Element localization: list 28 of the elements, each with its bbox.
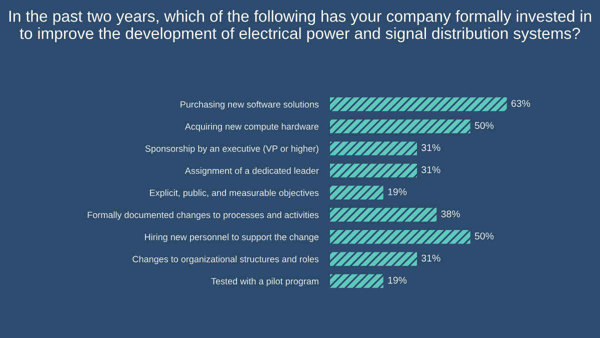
bar — [330, 252, 417, 266]
bar — [330, 186, 384, 200]
y-tick-label: Formally documented changes to processes and activities — [88, 211, 319, 220]
bar — [330, 97, 507, 112]
y-tick-label: Purchasing new software solutions — [180, 100, 319, 110]
y-tick-label: Hiring new personnel to support the change — [144, 234, 318, 242]
bar — [330, 142, 417, 156]
data-label: 19% — [388, 276, 407, 284]
y-tick-label: Acquiring new compute hardware — [184, 123, 318, 132]
bar — [330, 208, 437, 222]
data-label: 38% — [441, 210, 460, 218]
data-label: 31% — [422, 254, 440, 262]
data-label: 63% — [511, 100, 530, 107]
data-label: 19% — [388, 188, 407, 196]
data-label: 50% — [474, 232, 494, 240]
y-tick-label: Explicit, public, and measurable objectives — [150, 189, 319, 198]
y-tick-label: Changes to organizational structures and roles — [132, 256, 319, 264]
y-tick-label: Assignment of a dedicated leader — [184, 167, 319, 176]
chart-title: In the past two years, which of the following has your company formally invested in to improve the development of electrical power and signal distribution systems? — [9, 10, 592, 42]
bar — [330, 274, 384, 288]
data-label: 31% — [422, 144, 440, 152]
bar — [330, 120, 470, 134]
y-tick-label: Sponsorship by an executive (VP or higher) — [145, 145, 318, 154]
data-label: 50% — [474, 122, 494, 129]
data-label: 31% — [422, 166, 440, 174]
bar — [330, 230, 470, 244]
y-tick-label: Tested with a pilot program — [211, 278, 318, 286]
bar — [330, 164, 417, 178]
